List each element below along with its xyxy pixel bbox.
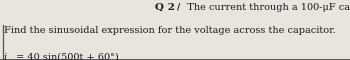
Text: The current through a 100-μF capacitor is given.: The current through a 100-μF capacitor i… bbox=[181, 3, 350, 12]
Text: Q 2: Q 2 bbox=[155, 3, 175, 12]
Text: /: / bbox=[177, 3, 180, 12]
Text: i: i bbox=[4, 53, 7, 60]
Text: Find the sinusoidal expression for the voltage across the capacitor.: Find the sinusoidal expression for the v… bbox=[4, 26, 335, 35]
Text: = 40 sin(500t + 60°): = 40 sin(500t + 60°) bbox=[13, 53, 119, 60]
